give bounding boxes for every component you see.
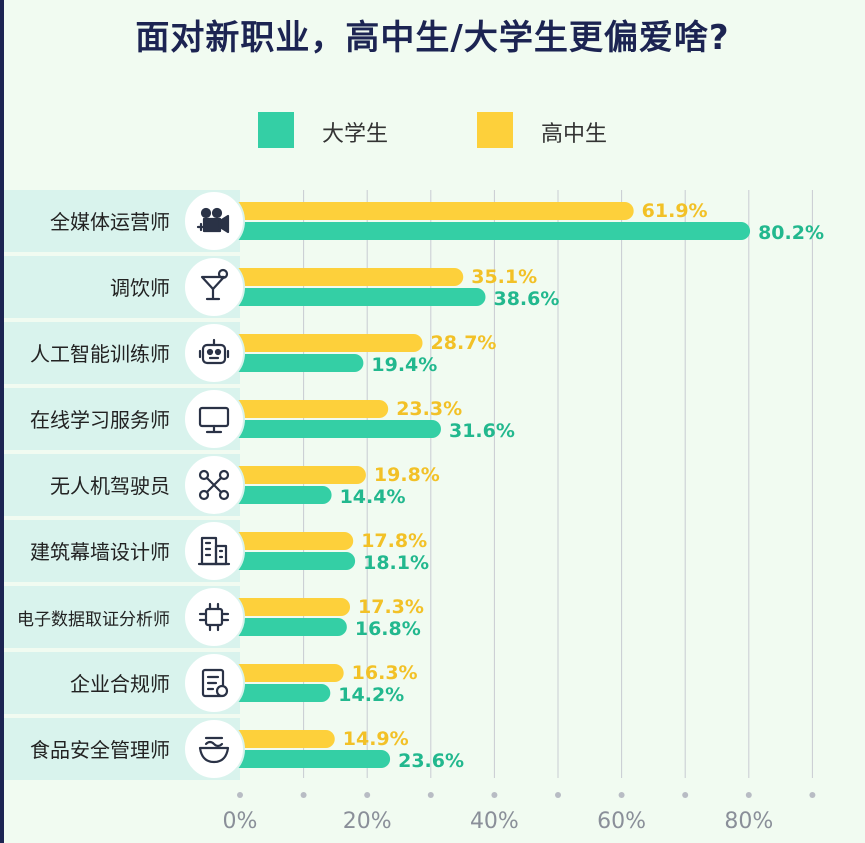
data-label-university: 19.4%	[371, 354, 437, 376]
data-label-highschool: 16.3%	[352, 662, 418, 684]
bar-highschool	[231, 202, 634, 220]
category-label: 全媒体运营师	[50, 210, 170, 234]
grid-dot	[491, 792, 498, 798]
circuit-chip-icon	[198, 602, 230, 632]
x-tick-label: 80%	[724, 809, 773, 834]
x-tick-label: 20%	[343, 809, 392, 834]
bar-university	[231, 684, 331, 702]
bar-highschool	[231, 466, 366, 484]
data-label-university: 23.6%	[398, 750, 464, 772]
bar-university	[231, 618, 347, 636]
data-label-highschool: 17.8%	[361, 530, 427, 552]
icon-circle	[183, 322, 245, 384]
grid-dot	[300, 792, 307, 798]
data-label-highschool: 23.3%	[396, 398, 462, 420]
robot-icon	[198, 338, 230, 365]
legend: 大学生 高中生	[0, 112, 865, 152]
bar-university	[231, 420, 441, 438]
bar-university	[231, 354, 364, 372]
building-icon	[197, 536, 231, 566]
bar-highschool	[231, 598, 351, 616]
cocktail-icon	[200, 268, 229, 301]
video-people-icon	[196, 207, 230, 234]
data-label-university: 14.2%	[338, 684, 404, 706]
x-tick-label: 0%	[223, 809, 258, 834]
category-label: 建筑幕墙设计师	[30, 540, 170, 564]
category-label: 人工智能训练师	[30, 342, 170, 366]
grid-dot	[682, 792, 689, 798]
grid-dot	[745, 792, 752, 798]
bar-university	[231, 750, 391, 768]
data-label-highschool: 19.8%	[374, 464, 440, 486]
bar-highschool	[231, 664, 344, 682]
category-label: 食品安全管理师	[30, 738, 170, 762]
grid-dot	[809, 792, 816, 798]
data-label-university: 18.1%	[363, 552, 429, 574]
bar-highschool	[231, 334, 423, 352]
grid-dot	[427, 792, 434, 798]
legend-label-university: 大学生	[322, 122, 389, 147]
bar-highschool	[231, 268, 464, 286]
legend-swatch-highschool	[477, 112, 513, 148]
category-label: 企业合规师	[70, 672, 170, 696]
bar-university	[231, 222, 751, 240]
icon-circle	[183, 520, 245, 582]
bar-highschool	[231, 532, 354, 550]
data-label-university: 80.2%	[758, 222, 824, 244]
data-label-highschool: 61.9%	[642, 200, 708, 222]
monitor-icon	[198, 406, 230, 434]
bar-highschool	[231, 400, 389, 418]
x-tick-label: 40%	[470, 809, 519, 834]
icon-circle	[183, 586, 245, 648]
grid-dot	[555, 792, 561, 798]
data-label-university: 38.6%	[493, 288, 559, 310]
drone-icon	[198, 469, 230, 501]
data-label-university: 31.6%	[449, 420, 515, 442]
food-bowl-icon	[198, 736, 230, 764]
grid-dot	[618, 792, 625, 798]
grid-dot	[364, 792, 371, 798]
data-label-highschool: 17.3%	[358, 596, 424, 618]
left-edge-stripe	[0, 0, 4, 843]
bar-university	[231, 552, 356, 570]
data-label-university: 14.4%	[340, 486, 406, 508]
bar-university	[231, 486, 332, 504]
icon-circle	[183, 388, 245, 450]
category-label: 无人机驾驶员	[50, 474, 170, 498]
legend-label-highschool: 高中生	[541, 122, 608, 147]
grid-dot	[237, 792, 243, 798]
data-label-highschool: 35.1%	[471, 266, 537, 288]
category-label: 在线学习服务师	[30, 408, 170, 432]
data-label-university: 16.8%	[355, 618, 421, 640]
category-label: 调饮师	[110, 276, 170, 300]
data-label-highschool: 28.7%	[431, 332, 497, 354]
page-title: 面对新职业，高中生/大学生更偏爱啥?	[135, 18, 730, 58]
certificate-icon	[201, 668, 229, 698]
bar-university	[231, 288, 486, 306]
category-label: 电子数据取证分析师	[17, 610, 170, 630]
data-label-highschool: 14.9%	[343, 728, 409, 750]
x-tick-label: 60%	[597, 809, 646, 834]
bar-highschool	[231, 730, 335, 748]
legend-swatch-university	[258, 112, 294, 148]
